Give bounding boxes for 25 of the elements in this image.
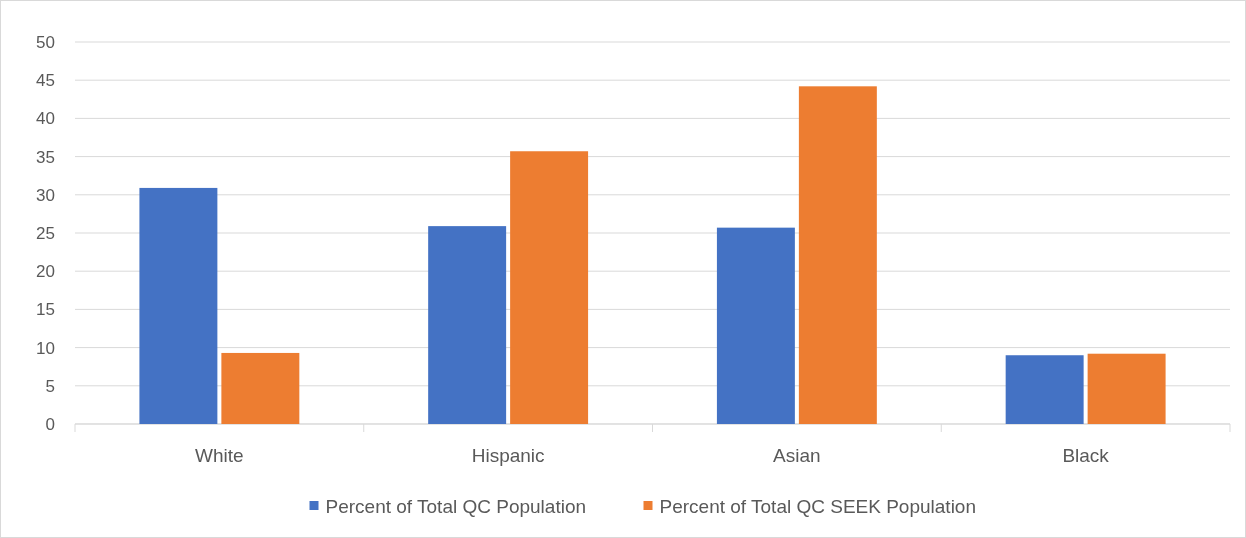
x-tick-label: Hispanic xyxy=(471,445,545,466)
x-tick-label: Asian xyxy=(773,445,821,466)
y-tick-label: 35 xyxy=(36,147,55,167)
y-tick-label: 15 xyxy=(36,300,55,320)
legend-label: Percent of Total QC Population xyxy=(325,495,587,517)
bar xyxy=(510,151,589,424)
bar xyxy=(139,187,218,424)
bar xyxy=(1005,355,1084,424)
y-tick-label: 10 xyxy=(36,338,55,358)
y-tick-label: 0 xyxy=(45,414,55,434)
y-tick-label: 40 xyxy=(36,109,55,129)
bar xyxy=(428,226,507,424)
bar xyxy=(716,227,795,424)
x-tick-label: Black xyxy=(1062,445,1110,466)
legend-label: Percent of Total QC SEEK Population xyxy=(659,495,976,517)
bar xyxy=(221,352,300,424)
y-tick-label: 5 xyxy=(45,376,55,396)
y-tick-label: 25 xyxy=(36,223,55,243)
y-tick-label: 20 xyxy=(36,262,55,282)
bar xyxy=(1087,353,1166,424)
y-tick-label: 50 xyxy=(36,32,55,52)
y-tick-label: 30 xyxy=(36,185,55,205)
bar xyxy=(798,86,877,424)
x-tick-label: White xyxy=(195,445,244,466)
y-tick-label: 45 xyxy=(36,71,55,91)
